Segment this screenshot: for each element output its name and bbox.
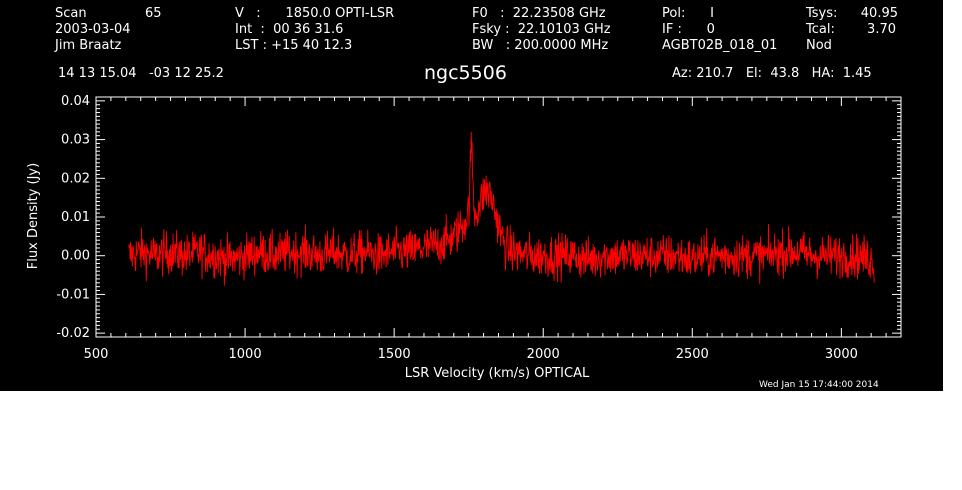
- y-tick-label: 0.03: [61, 133, 90, 148]
- y-tick-label: 0.00: [61, 249, 90, 264]
- if-number: IF : 0: [662, 22, 715, 37]
- y-tick-label: 0.02: [61, 171, 90, 186]
- timestamp: Wed Jan 15 17:44:00 2014: [759, 380, 879, 390]
- y-tick-label: -0.01: [56, 287, 90, 302]
- switching-mode: Nod: [806, 38, 832, 53]
- y-tick-label: -0.02: [56, 326, 90, 341]
- spectrum-line: [128, 131, 875, 286]
- tsys-label: Tsys:: [806, 6, 838, 21]
- sky-frequency: Fsky : 22.10103 GHz: [472, 22, 611, 37]
- x-tick-label: 3000: [825, 347, 858, 362]
- observer-name: Jim Braatz: [55, 38, 122, 53]
- scan-label: Scan: [55, 6, 87, 21]
- scan-number: 65: [145, 6, 162, 21]
- pointing-info: Az: 210.7 El: 43.8 HA: 1.45: [672, 66, 872, 81]
- y-axis-label: Flux Density (Jy): [26, 163, 41, 269]
- rest-frequency: F0 : 22.23508 GHz: [472, 6, 606, 21]
- x-axis-label: LSR Velocity (km/s) OPTICAL: [405, 366, 590, 381]
- tsys-value: 40.95: [860, 6, 898, 21]
- project-id: AGBT02B_018_01: [662, 38, 778, 53]
- source-name: ngc5506: [424, 62, 507, 84]
- x-tick-label: 1000: [229, 347, 262, 362]
- tcal-label: Tcal:: [806, 22, 835, 37]
- x-tick-label: 500: [84, 347, 109, 362]
- source-coordinates: 14 13 15.04 -03 12 25.2: [58, 66, 224, 81]
- spectrum-chart: 500 1000 1500 2000 2500 3000 -0.02 -0.01 0.00 0.0…: [26, 94, 902, 381]
- y-tick-label: 0.04: [61, 94, 90, 109]
- obs-date: 2003-03-04: [55, 22, 131, 37]
- plot-panel: Scan 65 2003-03-04 Jim Braatz V : 1850.0…: [0, 0, 943, 391]
- tcal-value: 3.70: [867, 22, 896, 37]
- x-tick-label: 2500: [676, 347, 709, 362]
- polarization: Pol: I: [662, 6, 714, 21]
- x-tick-label: 1500: [378, 347, 411, 362]
- y-tick-label: 0.01: [61, 210, 90, 225]
- integration-info: Int : 00 36 31.6: [235, 22, 344, 37]
- bandwidth: BW : 200.0000 MHz: [472, 38, 609, 53]
- velocity-info: V : 1850.0 OPTI-LSR: [235, 6, 395, 21]
- lst-info: LST : +15 40 12.3: [235, 38, 353, 53]
- x-tick-label: 2000: [527, 347, 560, 362]
